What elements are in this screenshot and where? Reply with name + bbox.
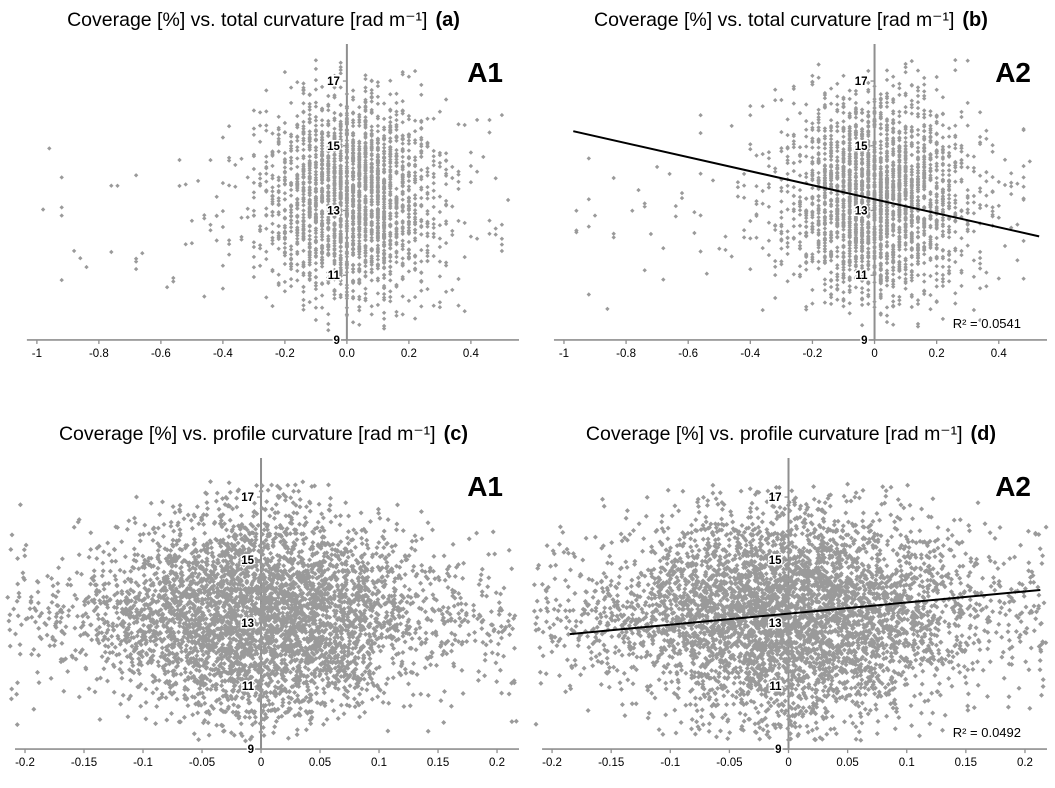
svg-text:11: 11: [242, 681, 255, 693]
svg-text:0.1: 0.1: [899, 757, 915, 769]
chart-title: Coverage [%] vs. profile curvature [rad …: [58, 423, 436, 445]
svg-text:11: 11: [328, 270, 341, 282]
svg-text:15: 15: [327, 141, 340, 153]
svg-text:9: 9: [333, 335, 339, 347]
svg-text:-0.15: -0.15: [71, 757, 97, 769]
svg-text:-0.1: -0.1: [133, 757, 153, 769]
svg-text:0.2: 0.2: [929, 348, 945, 360]
panel-letter-label: (c): [443, 423, 469, 445]
panel-letter-label: (b): [962, 9, 988, 31]
svg-text:A2: A2: [995, 471, 1031, 502]
chart-title-row: Coverage [%] vs. total curvature [rad m⁻…: [527, 8, 1055, 38]
svg-text:13: 13: [855, 205, 868, 217]
chart-title: Coverage [%] vs. profile curvature [rad …: [585, 423, 963, 445]
svg-text:17: 17: [855, 76, 868, 88]
svg-text:13: 13: [327, 205, 340, 217]
svg-text:9: 9: [861, 335, 867, 347]
svg-text:13: 13: [769, 618, 782, 630]
svg-text:17: 17: [769, 492, 782, 504]
svg-text:0.2: 0.2: [401, 348, 417, 360]
chart-title-row: Coverage [%] vs. total curvature [rad m⁻…: [0, 8, 527, 38]
svg-text:-0.05: -0.05: [189, 757, 215, 769]
svg-text:15: 15: [769, 555, 782, 567]
svg-text:17: 17: [241, 492, 254, 504]
chart-title: Coverage [%] vs. total curvature [rad m⁻…: [594, 9, 955, 31]
chart-title: Coverage [%] vs. total curvature [rad m⁻…: [67, 9, 428, 31]
svg-text:0: 0: [258, 757, 264, 769]
panel-a: Coverage [%] vs. total curvature [rad m⁻…: [0, 0, 527, 394]
svg-text:-0.1: -0.1: [660, 757, 680, 769]
panel-d: Coverage [%] vs. profile curvature [rad …: [527, 394, 1055, 788]
svg-text:17: 17: [327, 76, 340, 88]
svg-text:-0.2: -0.2: [803, 348, 823, 360]
svg-text:-0.2: -0.2: [275, 348, 295, 360]
panel-letter-label: (a): [435, 9, 460, 31]
scatter-chart-total-curvature-a2: -1 -0.8 -0.6 -0.4 -0.2 0 0.2 0.4 9 11 13 15 17 R² = 0…: [553, 44, 1047, 360]
svg-text:11: 11: [769, 681, 782, 693]
chart-title-row: Coverage [%] vs. profile curvature [rad …: [0, 422, 527, 452]
svg-text:0.15: 0.15: [955, 757, 977, 769]
svg-text:15: 15: [241, 555, 254, 567]
svg-text:15: 15: [855, 141, 868, 153]
svg-text:-0.15: -0.15: [598, 757, 624, 769]
svg-text:-1: -1: [32, 348, 42, 360]
svg-text:0.2: 0.2: [1017, 757, 1033, 769]
svg-text:0.4: 0.4: [463, 348, 480, 360]
svg-text:-0.2: -0.2: [15, 757, 35, 769]
svg-text:-0.4: -0.4: [213, 348, 233, 360]
svg-text:9: 9: [248, 744, 254, 756]
svg-text:11: 11: [855, 270, 868, 282]
svg-text:-0.8: -0.8: [616, 348, 636, 360]
scatter-chart-total-curvature-a1: -1 -0.8 -0.6 -0.4 -0.2 0.0 0.2 0.4 9 11 13 15 17 A1: [26, 44, 519, 360]
chart-title-row: Coverage [%] vs. profile curvature [rad …: [527, 422, 1055, 452]
svg-text:0.0: 0.0: [339, 348, 355, 360]
scatter-chart-profile-curvature-a2: -0.2 -0.15 -0.1 -0.05 0 0.05 0.1 0.15 0.2 9 11 13 15…: [531, 458, 1049, 769]
svg-text:A2: A2: [995, 57, 1031, 88]
svg-text:0.1: 0.1: [371, 757, 387, 769]
svg-text:0.4: 0.4: [991, 348, 1008, 360]
panel-c: Coverage [%] vs. profile curvature [rad …: [0, 394, 527, 788]
scatter-chart-profile-curvature-a1: -0.2 -0.15 -0.1 -0.05 0 0.05 0.1 0.15 0.2 9 11 13 15…: [5, 458, 519, 769]
svg-text:0.05: 0.05: [836, 757, 858, 769]
svg-text:A1: A1: [467, 471, 503, 502]
svg-text:0: 0: [871, 348, 877, 360]
svg-text:0.15: 0.15: [427, 757, 449, 769]
svg-text:-0.2: -0.2: [542, 757, 562, 769]
svg-text:-1: -1: [559, 348, 569, 360]
svg-text:13: 13: [241, 618, 254, 630]
svg-text:-0.6: -0.6: [151, 348, 171, 360]
panel-b: Coverage [%] vs. total curvature [rad m⁻…: [527, 0, 1055, 394]
svg-text:9: 9: [775, 744, 781, 756]
svg-text:0.2: 0.2: [489, 757, 505, 769]
svg-text:-0.05: -0.05: [716, 757, 742, 769]
svg-text:0: 0: [785, 757, 791, 769]
svg-text:A1: A1: [467, 57, 503, 88]
svg-text:R² = 0.0492: R² = 0.0492: [953, 725, 1021, 740]
svg-text:R² = 0.0541: R² = 0.0541: [953, 316, 1021, 331]
svg-text:-0.4: -0.4: [740, 348, 760, 360]
svg-text:-0.8: -0.8: [89, 348, 109, 360]
svg-text:0.05: 0.05: [309, 757, 331, 769]
svg-text:-0.6: -0.6: [678, 348, 698, 360]
panel-letter-label: (d): [970, 423, 997, 445]
